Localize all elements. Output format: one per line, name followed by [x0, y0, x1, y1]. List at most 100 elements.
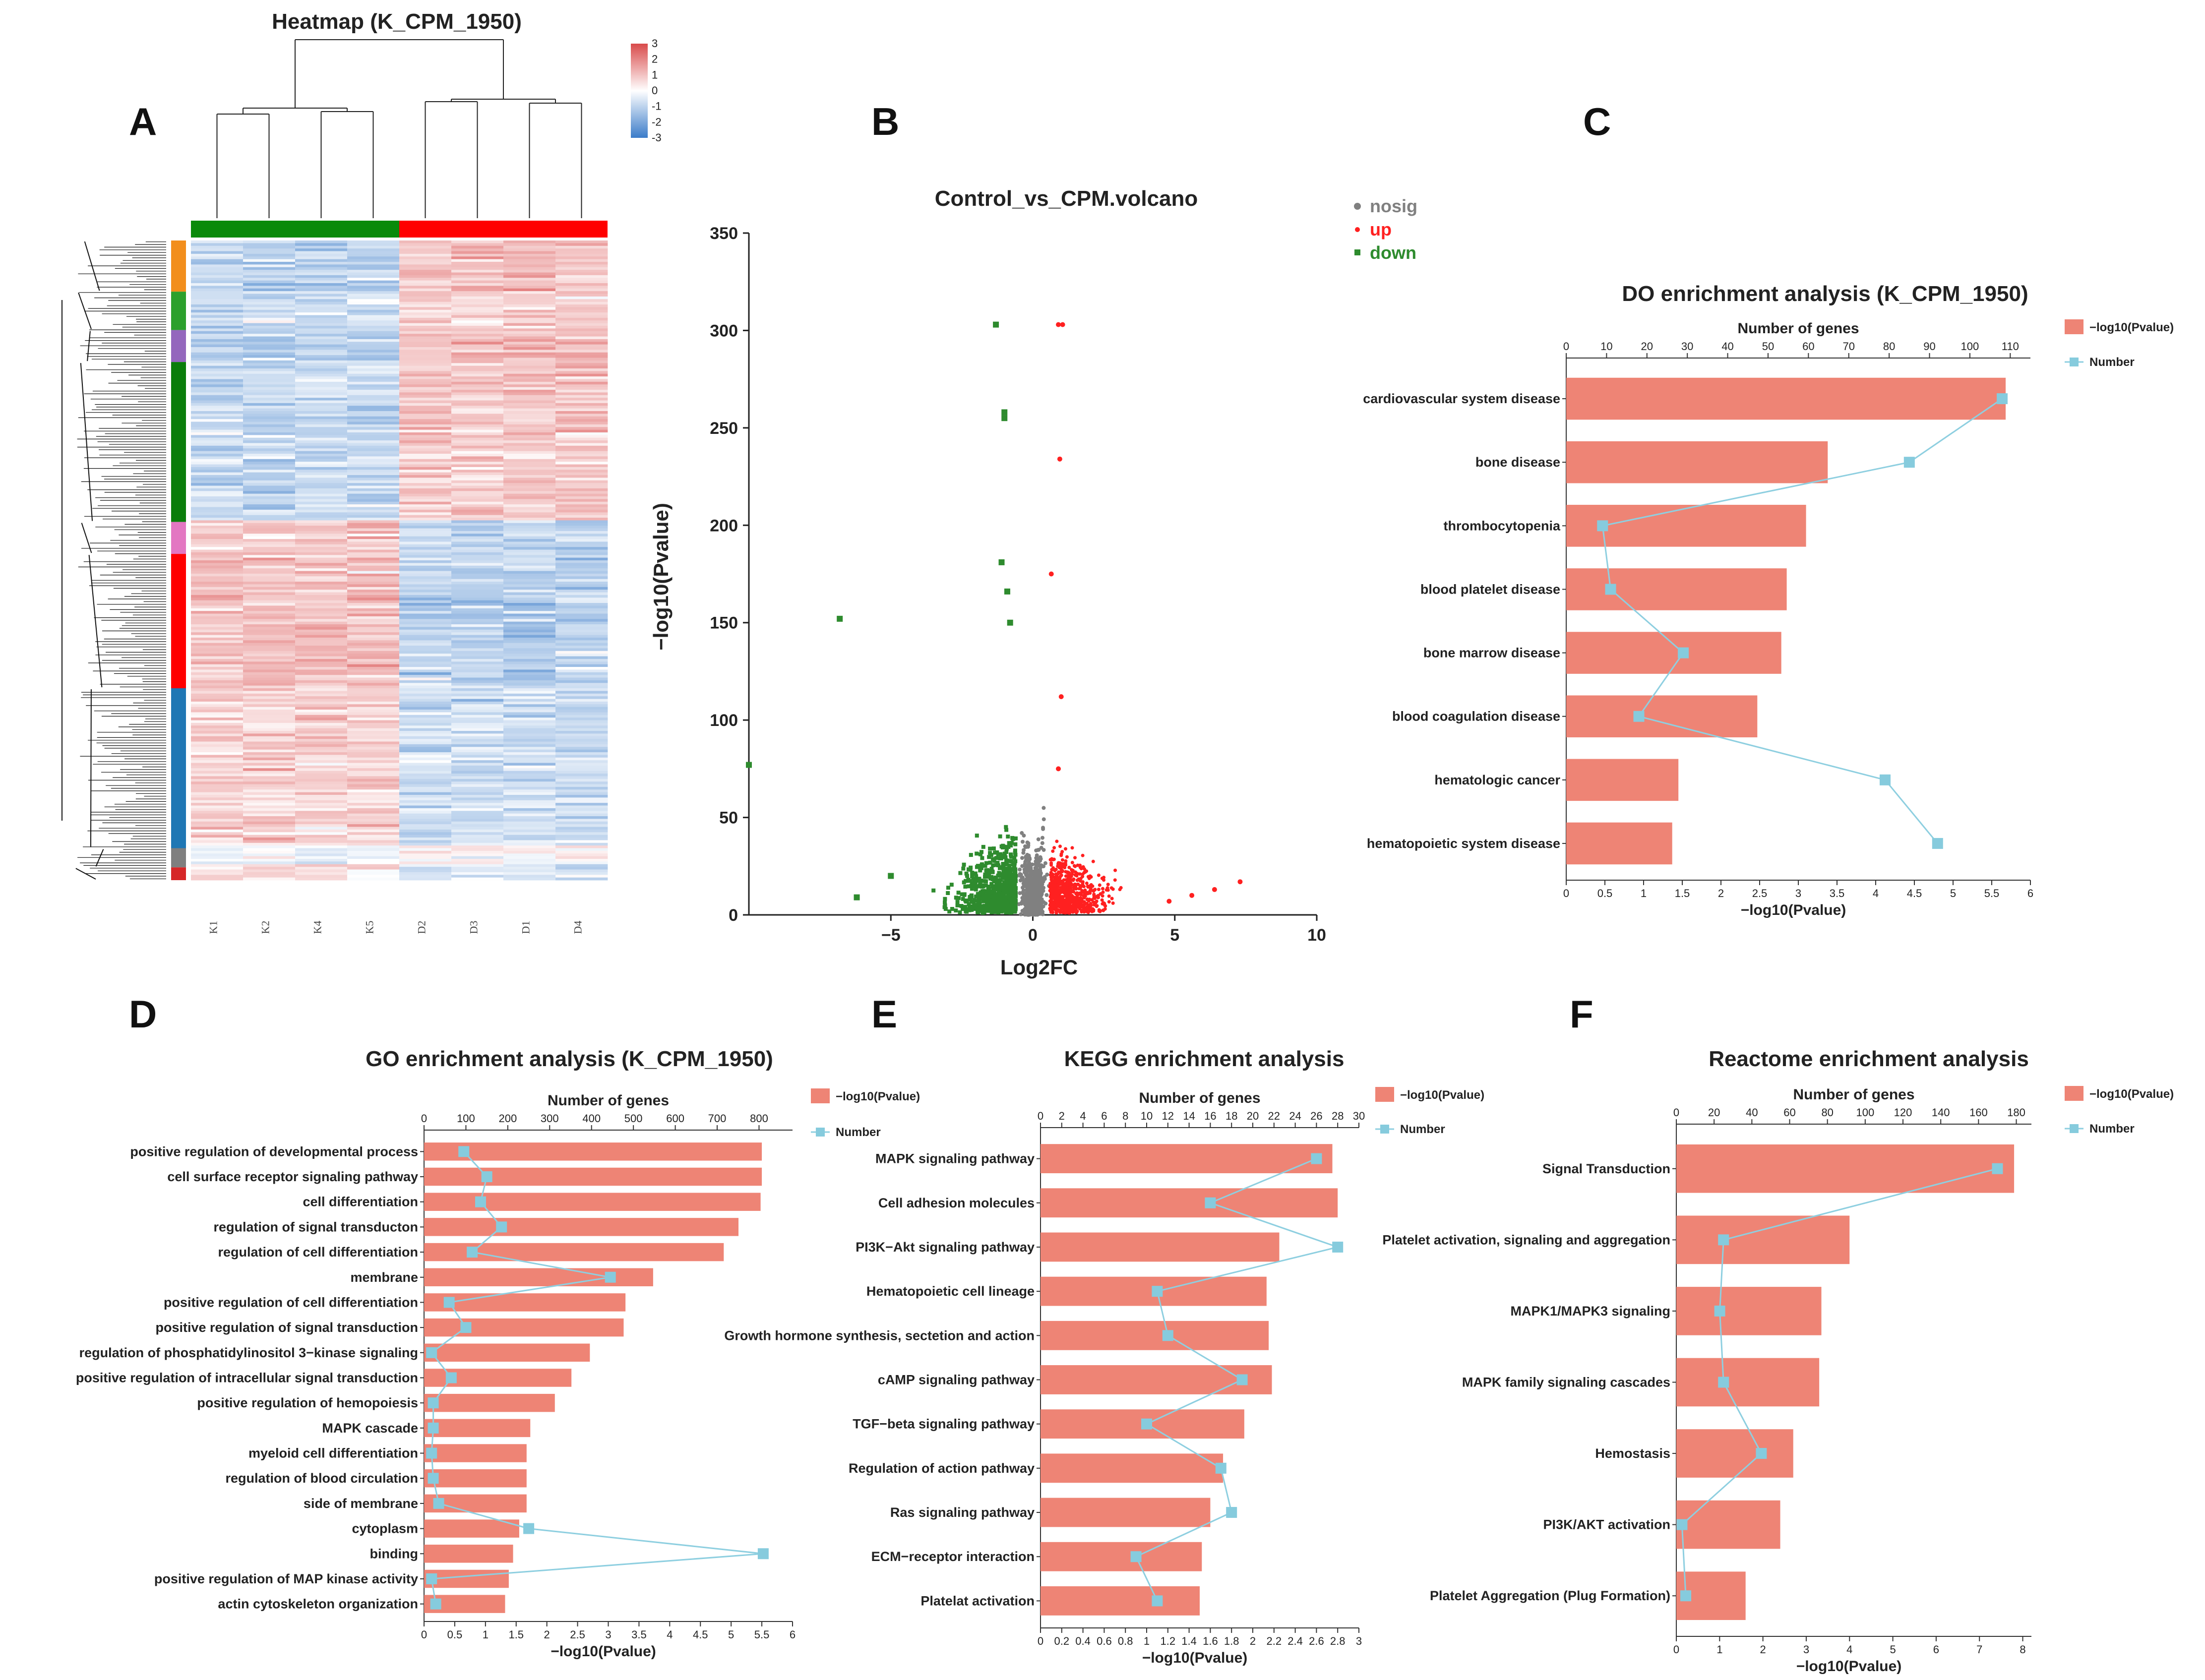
volcano-point-nosig	[1033, 905, 1038, 910]
heatmap-cell	[295, 864, 348, 867]
heatmap-cell	[555, 304, 608, 307]
heatmap-cell	[295, 720, 348, 723]
heatmap-cell	[347, 414, 400, 417]
do-bar	[1566, 377, 2006, 420]
heatmap-cell	[243, 616, 296, 619]
heatmap-cell	[191, 245, 244, 249]
heatmap-cell	[347, 816, 400, 819]
volcano-point-down	[964, 879, 968, 883]
heatmap-cell	[295, 435, 348, 438]
heatmap-cell	[451, 454, 504, 457]
heatmap-cell	[243, 608, 296, 611]
heatmap-cell	[503, 437, 556, 441]
heatmap-cell	[555, 421, 608, 425]
heatmap-cell	[555, 667, 608, 670]
heatmap-cell	[243, 485, 296, 489]
heatmap-cell	[503, 654, 556, 657]
heatmap-cell	[503, 360, 556, 363]
heatmap-cell	[191, 576, 244, 580]
heatmap-cell	[191, 741, 244, 745]
heatmap-cell	[451, 520, 504, 524]
heatmap-cell	[191, 579, 244, 582]
heatmap-cell	[399, 304, 452, 307]
reactome-bottom-tick-label: 1	[1716, 1643, 1722, 1656]
heatmap-cell	[399, 661, 452, 665]
heatmap-cell	[295, 299, 348, 302]
heatmap-cell	[451, 339, 504, 342]
heatmap-cell	[451, 336, 504, 340]
volcano-point-down	[1011, 884, 1016, 888]
heatmap-cell	[347, 520, 400, 524]
volcano-point-up	[1056, 897, 1060, 901]
heatmap-cell	[555, 827, 608, 830]
heatmap-cell	[191, 539, 244, 542]
heatmap-cell	[503, 501, 556, 505]
kegg-top-tick-label: 22	[1268, 1110, 1280, 1122]
heatmap-cell	[555, 462, 608, 465]
heatmap-cell	[451, 701, 504, 705]
heatmap-cell	[243, 339, 296, 342]
go-category-label: regulation of blood circulation	[226, 1471, 419, 1486]
heatmap-cell	[347, 629, 400, 633]
heatmap-cell	[399, 363, 452, 366]
heatmap-cell	[399, 774, 452, 777]
volcano-point-up	[1072, 884, 1076, 888]
heatmap-cell	[295, 262, 348, 265]
volcano-point-up	[1056, 322, 1061, 327]
heatmap-cell	[347, 245, 400, 249]
volcano-point-up	[1060, 882, 1064, 886]
heatmap-cell	[451, 842, 504, 846]
volcano-point-down	[992, 879, 996, 884]
heatmap-cell	[399, 683, 452, 686]
heatmap-cell	[451, 288, 504, 292]
volcano-point-nosig	[1028, 905, 1033, 910]
heatmap-cell	[191, 547, 244, 550]
heatmap-cell	[191, 795, 244, 798]
heatmap-cell	[243, 840, 296, 843]
row-dendrogram	[61, 241, 166, 880]
heatmap-cell	[347, 392, 400, 396]
heatmap-cell	[295, 779, 348, 782]
heatmap-cell	[503, 781, 556, 784]
heatmap-cell	[503, 491, 556, 494]
heatmap-cell	[451, 424, 504, 427]
heatmap-cell	[503, 637, 556, 641]
do-category-label: hematologic cancer	[1434, 773, 1560, 787]
heatmap-cell	[295, 416, 348, 420]
heatmap-cell	[503, 579, 556, 582]
heatmap-cell	[555, 539, 608, 542]
heatmap-cell	[399, 419, 452, 422]
heatmap-cell	[347, 800, 400, 803]
heatmap-cell	[295, 358, 348, 361]
heatmap-cell	[399, 384, 452, 388]
heatmap-cell	[451, 613, 504, 617]
heatmap-cell	[399, 544, 452, 547]
heatmap-cell	[191, 264, 244, 268]
volcano-point-up	[1066, 907, 1070, 911]
volcano-point-down	[989, 910, 994, 914]
heatmap-cell	[451, 867, 504, 870]
volcano-point-up	[1081, 853, 1085, 857]
heatmap-cell	[555, 747, 608, 750]
heatmap-cell	[295, 520, 348, 524]
heatmap-cell	[399, 600, 452, 603]
heatmap-cell	[191, 605, 244, 609]
heatmap-cell	[347, 365, 400, 369]
volcano-point-up	[1068, 878, 1072, 882]
heatmap-cell	[503, 840, 556, 843]
heatmap-cell	[555, 339, 608, 342]
heatmap-cell	[295, 531, 348, 534]
reactome-top-tick-label: 20	[1708, 1106, 1720, 1119]
volcano-point-up	[1072, 864, 1076, 868]
volcano-point-down	[994, 899, 998, 902]
heatmap-cell	[243, 646, 296, 649]
heatmap-cell	[295, 827, 348, 830]
heatmap-cell	[295, 872, 348, 875]
heatmap-cell	[451, 786, 504, 790]
volcano-point-down	[1006, 878, 1010, 883]
heatmap-cell	[399, 611, 452, 614]
volcano-point-down	[975, 884, 980, 888]
heatmap-cell	[555, 464, 608, 468]
heatmap-cell	[295, 832, 348, 836]
heatmap-cell	[451, 741, 504, 745]
